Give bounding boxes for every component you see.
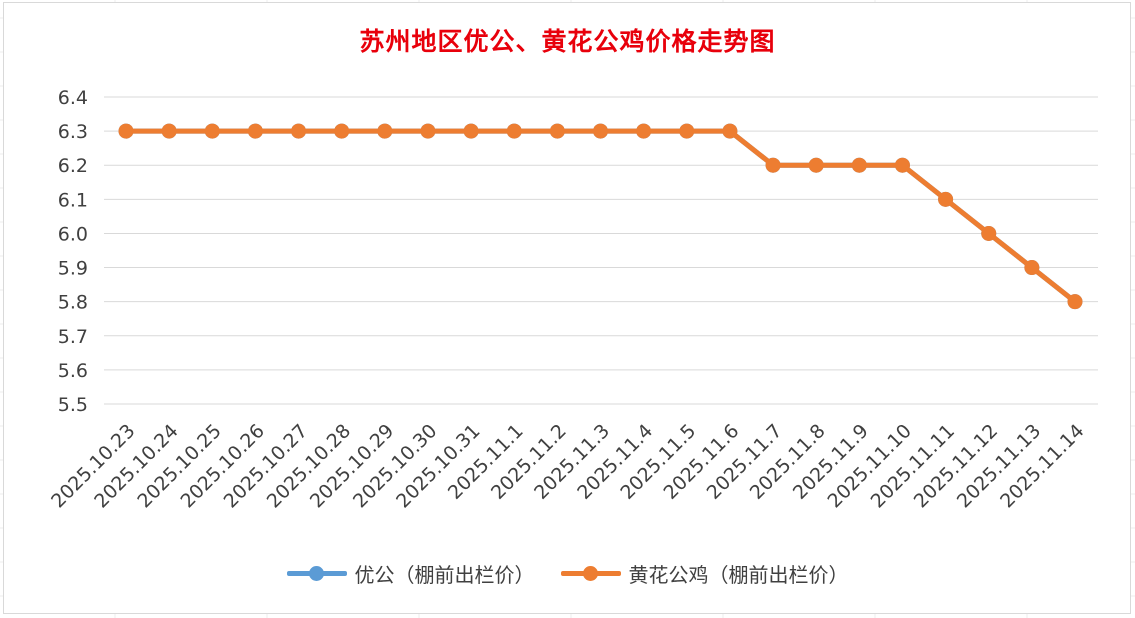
y-tick-label: 5.5 <box>58 394 88 416</box>
y-tick-label: 6.4 <box>58 87 88 109</box>
legend-swatch-series-1 <box>286 566 347 581</box>
chart-title: 苏州地区优公、黄花公鸡价格走势图 <box>359 27 776 56</box>
data-point-series-2 <box>247 123 263 139</box>
data-point-series-2 <box>463 123 479 139</box>
y-tick-label: 5.8 <box>58 292 88 314</box>
legend-swatch-series-2 <box>560 566 621 581</box>
data-point-series-2 <box>1024 260 1040 276</box>
data-point-series-2 <box>981 225 997 241</box>
y-tick-label: 5.7 <box>58 326 88 348</box>
data-point-series-2 <box>291 123 307 139</box>
data-point-series-2 <box>938 191 954 207</box>
data-point-series-2 <box>894 157 910 173</box>
data-point-series-2 <box>204 123 220 139</box>
series-line-1 <box>126 128 1077 304</box>
data-point-series-2 <box>506 123 522 139</box>
chart-area <box>3 2 1131 614</box>
y-tick-label: 6.2 <box>58 155 88 177</box>
data-point-series-2 <box>420 123 436 139</box>
data-point-series-2 <box>636 123 652 139</box>
legend-label-series-2: 黄花公鸡（棚前出栏价） <box>628 562 849 587</box>
data-point-series-2 <box>851 157 867 173</box>
data-point-series-2 <box>1067 294 1083 310</box>
y-tick-label: 6.1 <box>58 189 88 211</box>
y-tick-label: 6.0 <box>58 223 88 245</box>
data-point-series-2 <box>593 123 608 139</box>
legend-label-series-1: 优公（棚前出栏价） <box>354 562 535 587</box>
y-tick-label: 5.6 <box>58 360 88 382</box>
legend: 优公（棚前出栏价） 黄花公鸡（棚前出栏价） <box>0 556 1135 590</box>
data-point-series-2 <box>161 123 177 139</box>
data-point-series-2 <box>679 123 695 139</box>
y-tick-label: 6.3 <box>58 121 88 143</box>
data-point-series-2 <box>549 123 565 139</box>
data-point-series-2 <box>118 123 134 139</box>
legend-item-series-1: 优公（棚前出栏价） <box>286 559 535 588</box>
series-line-2 <box>126 128 1077 304</box>
data-point-series-2 <box>808 157 824 173</box>
legend-item-series-2: 黄花公鸡（棚前出栏价） <box>560 559 849 588</box>
data-point-series-2 <box>377 123 393 139</box>
data-point-series-2 <box>722 123 738 139</box>
y-tick-label: 5.9 <box>58 258 88 280</box>
data-point-series-2 <box>765 157 781 173</box>
data-point-series-2 <box>334 123 350 139</box>
